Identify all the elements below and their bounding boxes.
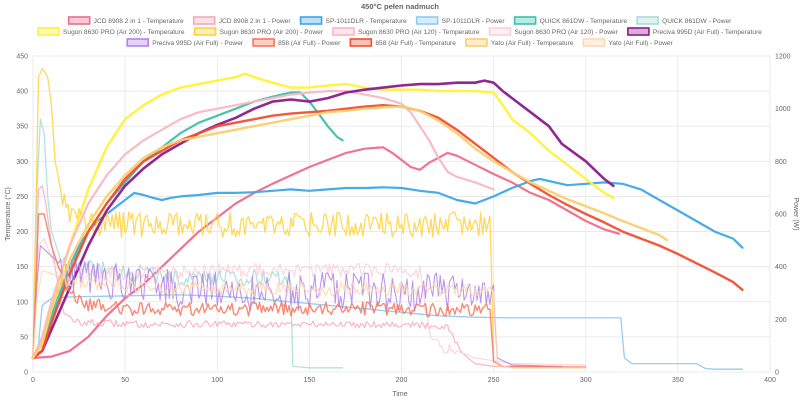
legend-swatch — [332, 27, 355, 36]
legend-item[interactable]: Yato (Air Full) - Power — [582, 38, 674, 47]
legend-swatch — [193, 27, 217, 36]
legend-label: Sugon 8630 PRO (Air 200) - Temperature — [63, 29, 185, 36]
y-tick-label-left: 0 — [24, 370, 28, 377]
legend-swatch — [415, 16, 439, 25]
legend-label: 858 (Air Full) - Temperature — [375, 40, 456, 47]
series-layer — [31, 67, 744, 370]
legend-item[interactable]: Sugon 8630 PRO (Air 120) - Temperature — [332, 27, 480, 36]
legend-label: Sugon 8630 PRO (Air 120) - Temperature — [358, 29, 480, 36]
legend-item[interactable]: JCD 8908 2 in 1 - Temperature — [67, 16, 184, 25]
y-tick-label-left: 400 — [16, 89, 28, 96]
y-axis-left-title: Temperature (°C) — [4, 187, 12, 241]
legend-swatch — [126, 38, 149, 47]
y-tick-label-right: 400 — [775, 264, 787, 271]
y-tick-label-left: 350 — [16, 124, 28, 131]
y-tick-label-right: 1000 — [775, 106, 791, 113]
legend-item[interactable]: SP-1011DLR - Temperature — [299, 16, 407, 25]
y-tick-label-left: 50 — [20, 334, 28, 341]
x-axis-title: Time — [392, 391, 407, 398]
legend-swatch — [252, 38, 275, 47]
legend-swatch — [582, 38, 606, 47]
series-line — [31, 72, 615, 360]
legend-label: Preciva 995D (Air Full) - Power — [152, 40, 244, 47]
legend-swatch — [513, 16, 537, 25]
legend-swatch — [465, 38, 488, 47]
x-tick-label: 250 — [488, 377, 500, 384]
legend-swatch — [299, 16, 323, 25]
x-tick-label: 0 — [31, 377, 35, 384]
legend-label: Preciva 995D (Air Full) - Temperature — [653, 29, 762, 36]
legend-swatch — [627, 27, 650, 36]
series-line — [31, 105, 668, 360]
y-axis-right-title: Power (W) — [792, 197, 799, 230]
legend: JCD 8908 2 in 1 - Temperature JCD 8908 2 … — [37, 16, 762, 47]
y-tick-label-right: 800 — [775, 159, 787, 166]
series-line — [31, 79, 615, 360]
y-tick-label-right: 600 — [775, 212, 787, 219]
series-line — [31, 91, 344, 360]
y-tick-label-left: 200 — [16, 229, 28, 236]
x-tick-label: 100 — [211, 377, 223, 384]
y-tick-label-right: 0 — [775, 370, 779, 377]
legend-label: Sugon 8630 PRO (Air 120) - Power — [515, 29, 619, 36]
legend-item[interactable]: Yato (Air Full) - Temperature — [465, 38, 574, 47]
y-tick-label-left: 250 — [16, 194, 28, 201]
y-tick-label-right: 1200 — [775, 54, 791, 61]
x-tick-label: 150 — [304, 377, 316, 384]
y-axis-right: 0 200 400 600 800 1000 1200 — [775, 54, 791, 377]
legend-item[interactable]: Preciva 995D (Air Full) - Temperature — [627, 27, 762, 36]
legend-label: QUICK 861DW - Temperature — [540, 18, 628, 25]
series-line — [32, 245, 563, 367]
legend-label: Yato (Air Full) - Power — [608, 40, 673, 47]
series-line — [31, 146, 620, 360]
legend-item[interactable]: QUICK 861DW - Power — [636, 16, 732, 25]
y-tick-label-right: 200 — [775, 317, 787, 324]
legend-label: QUICK 861DW - Power — [662, 18, 732, 25]
series-line — [31, 90, 495, 360]
legend-label: Sugon 8630 PRO (Air 200) - Power — [220, 29, 324, 36]
x-tick-label: 50 — [121, 377, 129, 384]
x-tick-label: 300 — [580, 377, 592, 384]
series-line — [32, 294, 744, 370]
chart-title: 450°C pełen nadmuch — [361, 2, 439, 11]
legend-swatch — [636, 16, 659, 25]
legend-label: JCD 8908 2 in 1 - Temperature — [94, 18, 184, 25]
series-line — [32, 269, 587, 369]
series-line — [32, 185, 559, 369]
x-tick-label: 400 — [764, 377, 776, 384]
x-axis: 0 50 100 150 200 250 300 350 400 — [31, 377, 776, 384]
legend-swatch — [349, 38, 373, 47]
legend-label: JCD 8908 2 in 1 - Power — [219, 18, 292, 25]
legend-item[interactable]: JCD 8908 2 in 1 - Power — [192, 16, 292, 25]
legend-item[interactable]: Sugon 8630 PRO (Air 200) - Power — [193, 27, 324, 36]
legend-item[interactable]: SP-1011DLR - Power — [415, 16, 506, 25]
legend-swatch — [67, 16, 91, 25]
legend-item[interactable]: 858 (Air Full) - Temperature — [349, 38, 456, 47]
series-line — [32, 213, 587, 368]
y-tick-label-left: 150 — [16, 264, 28, 271]
legend-label: 858 (Air Full) - Power — [278, 40, 341, 47]
legend-swatch — [488, 27, 512, 36]
y-tick-label-left: 100 — [16, 299, 28, 306]
y-axis-left: 0 50 100 150 200 250 300 350 400 450 — [16, 54, 28, 377]
legend-label: Yato (Air Full) - Temperature — [491, 40, 574, 47]
y-tick-label-left: 300 — [16, 159, 28, 166]
legend-item[interactable]: QUICK 861DW - Temperature — [513, 16, 628, 25]
legend-item[interactable]: Preciva 995D (Air Full) - Power — [126, 38, 244, 47]
x-tick-label: 350 — [672, 377, 684, 384]
series-line — [32, 118, 344, 369]
series-line — [31, 104, 744, 360]
legend-label: SP-1011DLR - Temperature — [326, 18, 407, 25]
legend-item[interactable]: 858 (Air Full) - Power — [252, 38, 341, 47]
legend-label: SP-1011DLR - Power — [442, 18, 506, 25]
x-tick-label: 200 — [396, 377, 408, 384]
legend-item[interactable]: Sugon 8630 PRO (Air 120) - Power — [488, 27, 619, 36]
y-tick-label-left: 450 — [16, 54, 28, 61]
legend-item[interactable]: Sugon 8630 PRO (Air 200) - Temperature — [37, 27, 185, 36]
legend-swatch — [192, 16, 216, 25]
legend-swatch — [37, 27, 60, 36]
